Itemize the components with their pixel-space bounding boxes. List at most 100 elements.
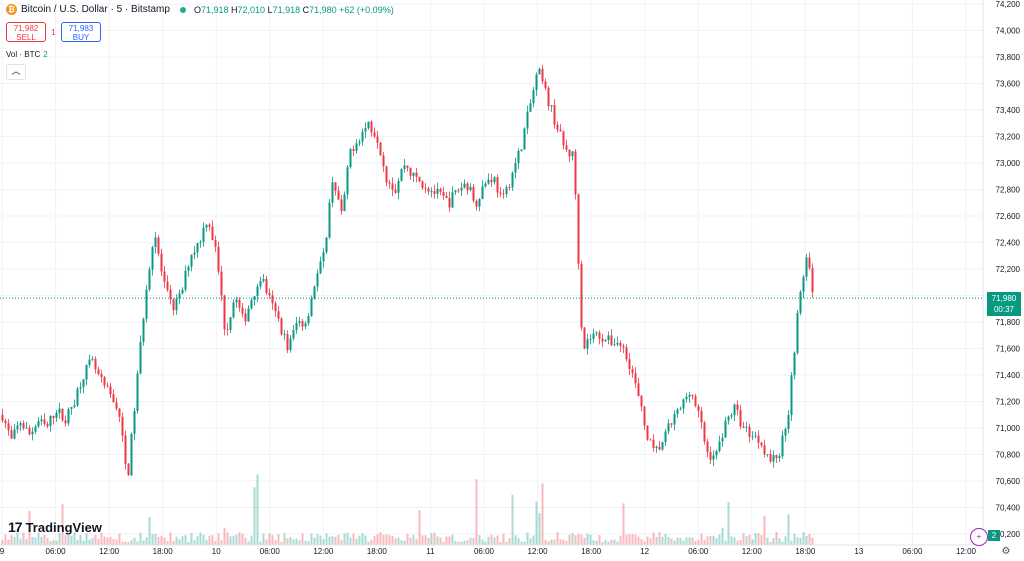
volume-bar	[121, 541, 124, 545]
candle-body	[550, 105, 553, 107]
candle-body	[604, 340, 607, 342]
volume-bar	[496, 535, 499, 545]
volume-bar	[88, 539, 91, 545]
candle-body	[331, 182, 334, 203]
candle-body	[448, 197, 451, 208]
tradingview-logo[interactable]: 17 TradingView	[8, 519, 102, 535]
candle-body	[586, 339, 589, 349]
volume-bar	[511, 494, 514, 545]
volume-bar	[517, 538, 520, 545]
volume-bar	[460, 541, 463, 545]
volume-bar	[802, 532, 805, 545]
volume-bar	[676, 537, 679, 545]
volume-bar	[250, 535, 253, 545]
candle-body	[631, 369, 634, 374]
candle-body	[637, 383, 640, 396]
candle-body	[679, 408, 682, 410]
volume-bar	[199, 532, 202, 545]
volume-bar	[568, 534, 571, 545]
volume-bar	[586, 533, 589, 545]
last-price-label: 71,980 00:37	[987, 292, 1021, 316]
candle-body	[625, 347, 628, 360]
volume-bar	[424, 535, 427, 545]
volume-bar	[310, 533, 313, 545]
volume-bar	[244, 537, 247, 545]
x-tick-label: 11	[426, 547, 435, 556]
volume-bar	[757, 533, 760, 545]
gear-icon[interactable]: ⚙	[1001, 546, 1011, 557]
volume-bar	[40, 536, 43, 545]
y-tick-label: 70,800	[996, 451, 1021, 460]
change-value: +62 (+0.09%)	[339, 4, 394, 15]
candle-body	[781, 435, 784, 457]
candle-body	[325, 237, 328, 253]
candle-body	[484, 183, 487, 187]
volume-bar	[469, 537, 472, 545]
candle-body	[670, 423, 673, 425]
x-tick-label: 06:00	[688, 547, 709, 556]
sell-button[interactable]: 71,982 SELL	[6, 22, 46, 42]
volume-bar	[406, 533, 409, 545]
candle-body	[709, 452, 712, 460]
candle-body	[157, 237, 160, 254]
volume-bar	[319, 535, 322, 545]
candle-body	[82, 379, 85, 388]
chevron-up-icon[interactable]: ︿	[6, 64, 26, 80]
candle-body	[235, 299, 238, 303]
candle-body	[811, 268, 814, 293]
last-price-value: 71,980	[991, 294, 1017, 303]
candle-body	[289, 338, 292, 351]
candle-body	[541, 68, 544, 82]
volume-bar	[10, 535, 13, 545]
symbol-title[interactable]: Bitcoin / U.S. Dollar · 5 · Bitstamp	[21, 4, 170, 15]
candle-body	[364, 128, 367, 132]
candle-body	[112, 394, 115, 403]
candle-body	[160, 253, 163, 272]
candle-body	[523, 128, 526, 150]
volume-bar	[562, 539, 565, 545]
volume-bar	[592, 540, 595, 545]
x-tick-label: 9	[0, 547, 5, 556]
y-tick-label: 71,600	[996, 345, 1021, 354]
candle-body	[526, 111, 529, 129]
candle-body	[193, 252, 196, 255]
candle-body	[121, 416, 124, 436]
volume-bar	[616, 541, 619, 545]
volume-bar	[475, 479, 478, 545]
buy-button[interactable]: 71,983 BUY	[61, 22, 101, 42]
time-axis: 9 06:00 12:00 18:00 10 06:00 12:00 18:00 11 06:00…	[0, 547, 977, 556]
candle-body	[79, 387, 82, 389]
volume-bar	[235, 534, 238, 545]
y-tick-label: 70,600	[996, 477, 1021, 486]
candle-body	[211, 226, 214, 241]
volume-bar	[634, 534, 637, 545]
bitcoin-icon: ₿	[6, 4, 17, 15]
candle-body	[430, 191, 433, 192]
candle-body	[691, 394, 694, 397]
add-alert-icon[interactable]: +	[970, 528, 988, 546]
volume-bar	[682, 540, 685, 545]
candle-body	[319, 261, 322, 274]
candle-body	[382, 155, 385, 167]
candle-body	[217, 246, 220, 272]
candle-body	[733, 404, 736, 416]
volume-bar	[229, 536, 232, 545]
volume-bar	[256, 474, 259, 545]
candle-body	[643, 406, 646, 426]
volume-bar	[109, 536, 112, 545]
candle-body	[55, 413, 58, 418]
candle-body	[496, 177, 499, 193]
candle-body	[640, 395, 643, 407]
volume-legend[interactable]: Vol · BTC 2	[6, 50, 48, 59]
volume-bar	[400, 540, 403, 545]
candle-body	[40, 419, 43, 422]
volume-bar	[247, 541, 250, 545]
volume-bar	[37, 532, 40, 545]
volume-bar	[595, 540, 598, 545]
volume-bar	[421, 535, 424, 545]
candle-body	[460, 187, 463, 191]
volume-bar	[79, 534, 82, 545]
y-tick-label: 74,200	[996, 0, 1021, 9]
volume-bar	[787, 514, 790, 545]
